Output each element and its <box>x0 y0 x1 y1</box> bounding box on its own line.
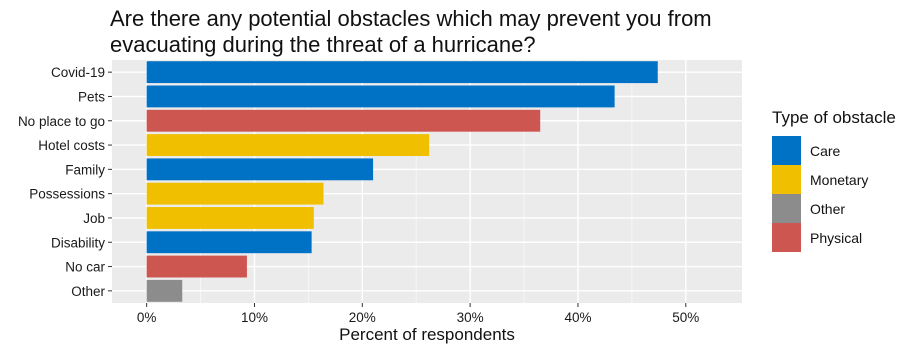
bar-possessions <box>146 182 324 205</box>
bars <box>146 61 658 302</box>
y-tick-label: Possessions <box>29 187 105 202</box>
legend: Type of obstacle Care Monetary Other Phy… <box>772 108 912 252</box>
bar-covid-19 <box>146 61 658 84</box>
legend-item-monetary: Monetary <box>772 165 912 194</box>
y-tick-label: Covid-19 <box>51 65 105 80</box>
legend-swatch-physical <box>772 223 801 252</box>
x-tick-label: 30% <box>457 310 484 325</box>
legend-label-other: Other <box>810 200 846 217</box>
legend-label-physical: Physical <box>810 229 863 246</box>
legend-item-other: Other <box>772 194 912 223</box>
legend-label-care: Care <box>810 142 841 159</box>
y-tick-label: Hotel costs <box>38 138 105 153</box>
bar-disability <box>146 231 312 254</box>
bar-job <box>146 207 314 229</box>
legend-swatch-care <box>772 136 801 165</box>
chart-title: Are there any potential obstacles which … <box>110 6 712 57</box>
legend-swatch-other <box>772 194 801 223</box>
x-tick-label: 40% <box>564 310 591 325</box>
axes: Covid-19 Pets No place to go Hotel costs Fam… <box>18 65 699 325</box>
y-tick-label: Pets <box>78 89 105 104</box>
x-tick-label: 0% <box>137 310 157 325</box>
bar-no-place-to-go <box>146 109 541 132</box>
y-tick-label: Other <box>71 284 105 299</box>
bar-family <box>146 158 374 181</box>
bar-no-car <box>146 255 247 278</box>
y-tick-label: Disability <box>51 235 105 250</box>
x-tick-label: 20% <box>349 310 376 325</box>
x-axis-label: Percent of respondents <box>339 325 515 344</box>
y-tick-label: Job <box>83 211 105 226</box>
bar-hotel-costs <box>146 134 430 156</box>
legend-item-care: Care <box>772 136 912 165</box>
x-tick-label: 50% <box>672 310 699 325</box>
legend-label-monetary: Monetary <box>810 171 869 188</box>
x-tick-label: 10% <box>241 310 268 325</box>
legend-title: Type of obstacle <box>772 108 896 127</box>
bar-other <box>146 279 183 302</box>
y-tick-label: No car <box>65 260 105 275</box>
y-tick-label: Family <box>65 162 105 177</box>
legend-item-physical: Physical <box>772 223 912 252</box>
bar-pets <box>146 85 615 108</box>
legend-swatch-monetary <box>772 165 801 194</box>
y-tick-label: No place to go <box>18 114 105 129</box>
